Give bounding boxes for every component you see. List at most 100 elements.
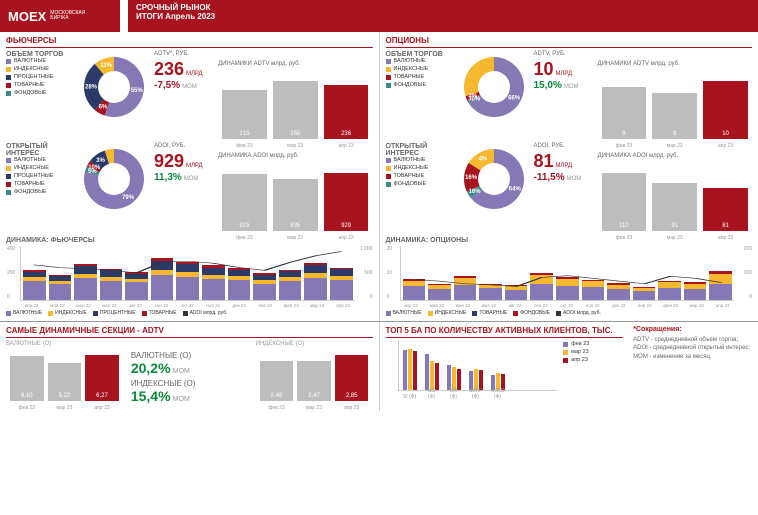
legend-item: ТОВАРНЫЕ [6,181,66,187]
stacked-bar [74,264,97,300]
metric: ADTV*, РУБ. 236 МЛРД -7,5% MOM [154,51,214,91]
metric-change: -11,5% [534,172,565,183]
stacked-bar [633,287,656,300]
bar-label: фев 23 [222,235,267,241]
stacked-bar [709,271,732,300]
legend-item: ТОВАРНЫЕ [386,74,446,80]
logo-text: MOEX [8,9,46,24]
barchart: 915 фев 23 835 мар 23 929 апр 23 [218,159,373,231]
dyn-block: ВАЛЮТНЫЕ (O) 6,10фев 235,22мар 236,27апр… [6,341,123,407]
dyn-block: ИНДЕКСНЫЕ (O) 2,48фев 232,47мар 232,85ап… [256,341,373,407]
legend-item: ВАЛЮТНЫЕ [386,58,446,64]
top5-section: ТОП 5 БА ПО КОЛИЧЕСТВУ АКТИВНЫХ КЛИЕНТОВ… [379,322,758,411]
options-column: ОПЦИОНЫ ОБЪЕМ ТОРГОВ ВАЛЮТНЫЕИНДЕКСНЫЕТО… [379,32,758,321]
abbr-list: ADTV - среднедневной объем торгов;ADOI -… [633,336,752,361]
metric: ADOI, РУБ. 81 МЛРД -11,5% MOM [534,143,594,183]
metric-mom: MOM [184,176,199,182]
stacked-bar [228,268,251,300]
metric-label: ADOI, РУБ. [154,143,214,149]
bar: 929 апр 23 [324,173,369,231]
metric-change: 11,3% [154,172,182,183]
legend-item: ИНДЕКСНЫЕ [6,66,66,72]
legend-item: ПРОЦЕНТНЫЕ [6,173,66,179]
legend: ВАЛЮТНЫЕИНДЕКСНЫЕПРОЦЕНТНЫЕТОВАРНЫЕФОНДО… [6,58,66,96]
legend-item: ТОВАРНЫЕ [386,173,446,179]
stacked-bar [23,270,46,300]
bar: 81 апр 23 [703,188,748,231]
bar-value: 915 [239,223,249,229]
metric-value: 929 [154,151,184,171]
metric-row: ОТКРЫТЫЙ ИНТЕРЕС ВАЛЮТНЫЕИНДЕКСНЫЕПРОЦЕН… [6,143,373,231]
group: GOLD (Ф) [491,373,505,390]
dynamics-chart: ДИНАМИКА: ОПЦИОНЫ 20100 2001000 апр 22ма… [386,237,753,317]
bar-value: 91 [671,223,678,229]
legend-item: ПРОЦЕНТНЫЕ [6,74,66,80]
legend-item: ФОНДОВЫЕ [386,181,446,187]
metric-label: ADTV*, РУБ. [154,51,214,57]
bar-value: 215 [239,131,249,137]
donut-wrap: 55%6%28%11% [78,51,150,123]
metric: ADTV, РУБ. 10 МЛРД 15,0% MOM [534,51,594,91]
bar: 215 фев 23 [222,90,267,139]
metric-label: ADTV, РУБ. [534,51,594,57]
donut-wrap: 66%30%3% [458,51,530,123]
metric-mom: MOM [564,84,579,90]
bar-label: апр 23 [324,235,369,241]
barchart: 215 фев 23 255 мар 23 236 апр 23 [218,67,373,139]
row-label: ОБЪЕМ ТОРГОВ [386,51,456,58]
bar-value: 835 [290,223,300,229]
group: NG (Ф) [425,354,439,390]
legend-item: ВАЛЮТНЫЕ [386,157,446,163]
title-bar: СРОЧНЫЙ РЫНОК ИТОГИ Апрель 2023 [128,0,758,32]
legend-item: ФОНДОВЫЕ [386,82,446,88]
stacked-bar [658,281,681,300]
bar-value: 255 [290,131,300,137]
donut-chart: 66%30%3% [458,51,530,123]
svg-text:3%: 3% [96,158,105,164]
legend-item: ВАЛЮТНЫЕ [6,157,66,163]
legend: ВАЛЮТНЫЕИНДЕКСНЫЕТОВАРНЫЕФОНДОВЫЕ [386,157,446,187]
stacked-bar [49,275,72,300]
bar-value: 10 [722,131,729,137]
svg-text:28%: 28% [85,85,98,91]
bar-label: мар 23 [652,235,697,241]
svg-text:4%: 4% [478,156,487,162]
stacked-bar [125,272,148,300]
stacked-bar [428,284,451,300]
metric-mom: MOM [182,84,197,90]
adtv-dynamic-title: САМЫЕ ДИНАМИЧНЫЕ СЕКЦИИ - ADTV [6,326,373,338]
bar: 915 фев 23 [222,174,267,231]
grouped-chart: SI (Ф)NG (Ф)BR (Ф)SBRF (Ф)GOLD (Ф) [398,341,558,391]
bar: 835 мар 23 [273,179,318,231]
legend: ВАЛЮТНЫЕ ИНДЕКСНЫЕ ТОВАРНЫЕ ФОНДОВЫЕ [386,58,446,88]
svg-text:11%: 11% [100,63,112,69]
metric-unit: МЛРД [186,71,203,77]
legend-item: ИНДЕКСНЫЕ [386,66,446,72]
stacked-bar [100,269,123,300]
abbr-title: *Сокращения: [633,326,752,333]
stacked-bar [479,284,502,300]
bar: 236 апр 23 [324,85,369,139]
metric-row: ОБЪЕМ ТОРГОВ ВАЛЮТНЫЕИНДЕКСНЫЕПРОЦЕНТНЫЕ… [6,51,373,139]
svg-text:64%: 64% [508,186,521,192]
dynamics-chart: ДИНАМИКА: ФЬЮЧЕРСЫ 4002000 1 0005000 апр… [6,237,373,317]
group: BR (Ф) [447,365,461,390]
metric-unit: МЛРД [186,163,203,169]
bar-value: 9 [622,131,625,137]
stacked-bar [403,279,426,300]
row-label: ОТКРЫТЫЙ ИНТЕРЕС [6,143,76,157]
stacked-bar [330,268,353,300]
stacked-bar [454,276,477,300]
bar: 8 мар 23 [652,93,697,139]
bar-label: фев 23 [602,235,647,241]
svg-text:6%: 6% [99,105,108,111]
futures-column: ФЬЮЧЕРСЫ ОБЪЕМ ТОРГОВ ВАЛЮТНЫЕИНДЕКСНЫЕП… [0,32,379,321]
top5-title: ТОП 5 БА ПО КОЛИЧЕСТВУ АКТИВНЫХ КЛИЕНТОВ… [386,326,624,338]
change-list: ВАЛЮТНЫЕ (O)20,2% MOMИНДЕКСНЫЕ (O)15,4% … [131,341,248,407]
group: SI (Ф) [403,349,417,390]
metric-change: 15,0% [534,80,562,91]
dyn-label: ИНДЕКСНЫЕ (O) [256,341,373,347]
dyn-label: ВАЛЮТНЫЕ (O) [6,341,123,347]
legend: ВАЛЮТНЫЕИНДЕКСНЫЕПРОЦЕНТНЫЕТОВАРНЫЕФОНДО… [6,157,66,195]
svg-text:16%: 16% [468,189,481,195]
